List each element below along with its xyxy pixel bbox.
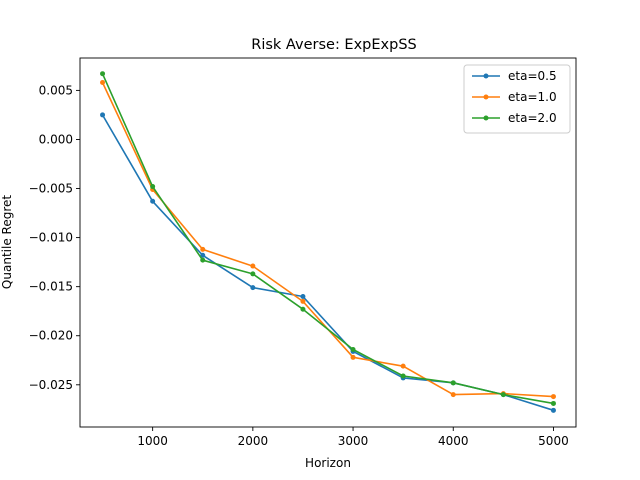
data-point xyxy=(550,400,556,406)
data-point xyxy=(550,407,556,413)
x-tick-label: 3000 xyxy=(338,434,369,448)
series-eta=2.0 xyxy=(100,71,556,406)
y-tick-label: −0.010 xyxy=(29,231,73,245)
data-point xyxy=(200,257,206,263)
legend-marker xyxy=(483,115,489,121)
data-point xyxy=(400,373,406,379)
data-point xyxy=(350,346,356,352)
legend-box xyxy=(463,64,571,134)
y-tick-label: −0.005 xyxy=(29,182,73,196)
series-lines xyxy=(100,71,556,413)
y-tick-label: −0.015 xyxy=(29,280,73,294)
data-point xyxy=(250,271,256,277)
legend-entry: eta=0.5 xyxy=(472,69,557,83)
data-point xyxy=(250,285,256,291)
data-point xyxy=(300,293,306,299)
legend-entry: eta=2.0 xyxy=(472,111,557,125)
legend: eta=0.5 eta=1.0 eta=2.0 xyxy=(463,64,571,134)
legend-marker xyxy=(483,94,489,100)
series-line xyxy=(101,114,554,412)
data-point xyxy=(200,246,206,252)
data-point xyxy=(100,112,106,118)
x-tick-label: 5000 xyxy=(538,434,569,448)
x-tick-label: 1000 xyxy=(137,434,168,448)
x-axis-label: Horizon xyxy=(305,456,351,470)
data-point xyxy=(150,198,156,204)
data-point xyxy=(450,392,456,398)
y-axis-ticks: 0.005 0.000 −0.005 −0.010 −0.015 −0.020 −0.025 xyxy=(29,83,80,392)
legend-entry: eta=1.0 xyxy=(472,90,557,104)
data-point xyxy=(150,184,156,190)
data-point xyxy=(300,306,306,312)
data-point xyxy=(500,392,506,398)
data-point xyxy=(200,252,206,258)
data-point xyxy=(350,354,356,360)
chart-title: Risk Averse: ExpExpSS xyxy=(251,37,416,53)
series-line xyxy=(101,73,554,405)
data-point xyxy=(300,298,306,304)
data-point xyxy=(100,80,106,86)
y-tick-label: 0.000 xyxy=(39,132,73,146)
legend-label: eta=2.0 xyxy=(508,111,557,125)
plot-frame xyxy=(79,57,577,428)
legend-label: eta=1.0 xyxy=(508,90,557,104)
y-tick-label: −0.020 xyxy=(29,329,73,343)
y-axis-label: Quantile Regret xyxy=(0,195,14,289)
data-point xyxy=(450,380,456,386)
data-point xyxy=(250,263,256,269)
y-tick-label: 0.005 xyxy=(39,83,73,97)
legend-label: eta=0.5 xyxy=(508,69,557,83)
x-tick-label: 2000 xyxy=(238,434,269,448)
x-axis-ticks: 1000 2000 3000 4000 5000 xyxy=(137,427,569,448)
x-tick-label: 4000 xyxy=(438,434,469,448)
y-tick-label: −0.025 xyxy=(29,378,73,392)
data-point xyxy=(400,363,406,369)
data-point xyxy=(100,71,106,77)
plot-area xyxy=(79,57,577,428)
data-point xyxy=(550,394,556,400)
series-eta=0.5 xyxy=(100,112,556,413)
legend-marker xyxy=(483,73,489,79)
